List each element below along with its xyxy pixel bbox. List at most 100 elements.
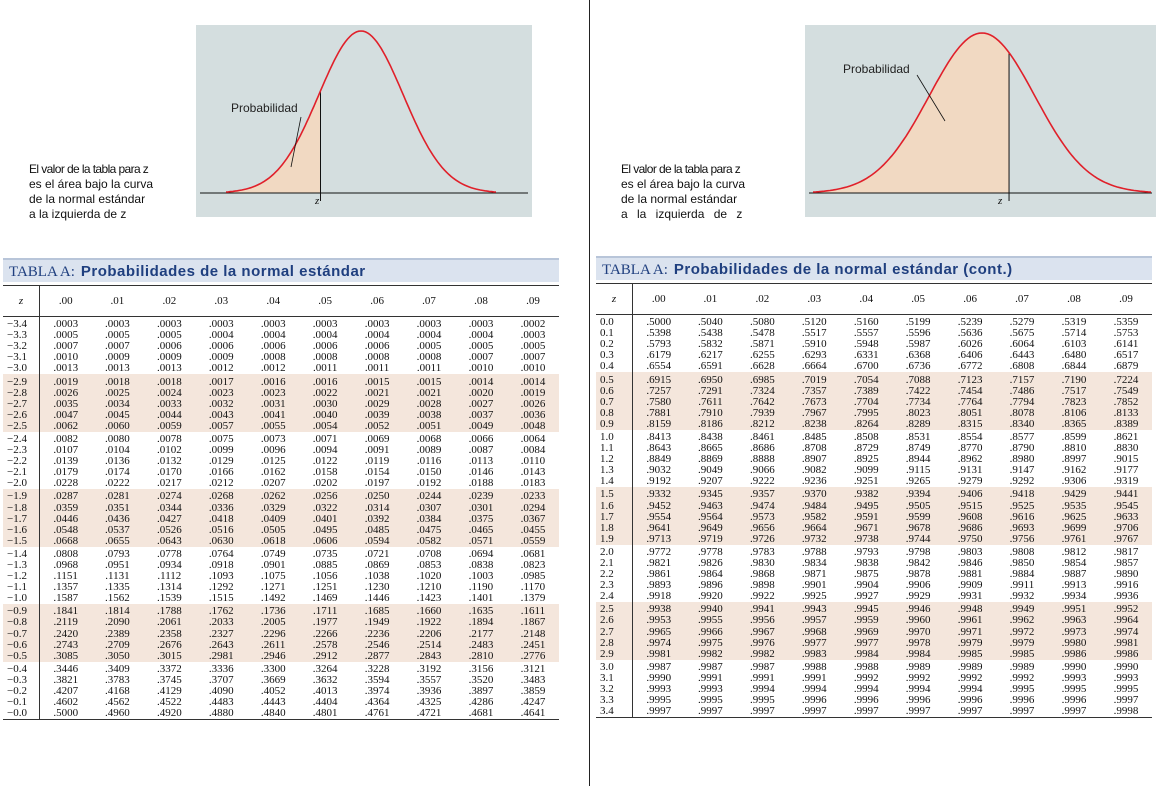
probability-cell: .1788 <box>143 604 196 618</box>
probability-cell: .7704 <box>840 396 893 408</box>
probability-cell: .0045 <box>91 409 144 421</box>
probability-cell: .0073 <box>260 432 286 445</box>
desc-line: El valor de la tabla para z <box>29 162 149 176</box>
z-value-cell: −2.4 <box>3 431 40 446</box>
probability-cell: .0256 <box>299 489 352 503</box>
probability-cell: .9996 <box>905 694 931 707</box>
desc-line: a la izquierda de z <box>29 207 127 221</box>
probability-cell: .0301 <box>455 502 507 514</box>
probability-cell: .4247 <box>520 696 546 709</box>
probability-cell: .0119 <box>364 455 390 468</box>
probability-cell: .2578 <box>299 639 352 651</box>
probability-cell: .0069 <box>364 432 390 445</box>
probability-cell: .7054 <box>840 372 893 386</box>
probability-cell: .5832 <box>698 338 723 351</box>
probability-cell: .6064 <box>1009 338 1035 351</box>
probability-cell: .0013 <box>105 362 130 375</box>
probability-cell: .6554 <box>646 360 672 373</box>
table-row: −2.1 .0179 .0174 .0170 .0166 .0162 .0158 .0154.… <box>3 467 559 479</box>
probability-cell: .6293 <box>801 349 827 362</box>
table-row: 2.5.9938.9940.9941.9943.9945.9946.9948.9… <box>596 602 1152 616</box>
probability-cell: .7486 <box>996 385 1048 397</box>
probability-cell: .0026 <box>39 387 92 399</box>
probability-cell: .2611 <box>247 639 300 651</box>
probability-cell: .0329 <box>247 502 300 514</box>
table-row: 1.4 .9192 .9207 .9222 .9236 .9251 .9265 .9279 .9… <box>596 475 1152 488</box>
z-value-cell: −2.9 <box>3 374 40 388</box>
probability-cell: .0367 <box>506 513 559 525</box>
z-value-cell: −1.5 <box>3 535 40 547</box>
probability-cell: .3446 <box>53 662 79 675</box>
probability-cell: .0594 <box>351 535 404 547</box>
probability-cell: .6406 <box>957 349 983 362</box>
probability-cell: .9222 <box>749 475 775 488</box>
z-value-cell: 0.1 <box>596 328 633 340</box>
probability-cell: .9995 <box>1061 683 1087 696</box>
probability-cell: .9495 <box>840 500 893 512</box>
z-value-cell: −1.3 <box>3 559 40 572</box>
probability-cell: .0055 <box>247 420 300 432</box>
table-row: 3.1 .9990 .9991 .9991 .9991 .9992 .9992 .9992 .9… <box>596 672 1152 684</box>
probability-cell: .9370 <box>788 487 841 501</box>
probability-cell: .0019 <box>506 387 559 399</box>
probability-cell: .8133 <box>1099 407 1152 419</box>
probability-cell: .0006 <box>364 340 390 353</box>
probability-cell: .0027 <box>455 398 507 410</box>
left-normal-curve-figure: Probabilidad z <box>196 25 532 217</box>
table-row: 0.1 .5398 .5438 .5478 .5517 .5557 .5596 .5636 .5… <box>596 328 1152 340</box>
probability-cell: .3156 <box>468 662 494 675</box>
probability-cell: .7517 <box>1048 385 1100 397</box>
probability-cell: .2389 <box>91 628 144 640</box>
probability-cell: .7642 <box>736 396 789 408</box>
probability-cell: .9808 <box>1009 545 1035 558</box>
probability-cell: .0005 <box>520 340 546 353</box>
table-row: 1.1 .8643 .8665 .8686 .8708 .8729 .8749 .8770 .8… <box>596 443 1152 455</box>
probability-cell: .1611 <box>506 604 559 618</box>
probability-cell: .9994 <box>853 683 879 696</box>
column-header: .08 <box>1048 283 1100 315</box>
z-value-cell: −1.4 <box>3 546 40 560</box>
probability-cell: .3336 <box>208 662 234 675</box>
probability-cell: .0020 <box>455 387 507 399</box>
probability-cell: .3936 <box>416 685 442 698</box>
z-value-cell: 0.3 <box>596 350 633 362</box>
probability-cell: .6141 <box>1113 338 1139 351</box>
probability-cell: .0049 <box>455 420 507 432</box>
z-value-cell: 2.2 <box>596 569 633 581</box>
probability-cell: .9994 <box>957 683 983 696</box>
z-value-cell: −3.3 <box>3 330 40 342</box>
probability-cell: .1271 <box>260 581 286 594</box>
column-header: .09 <box>506 285 559 317</box>
probability-cell: .9878 <box>905 568 931 581</box>
probability-cell: .1075 <box>260 570 286 583</box>
probability-cell: .9940 <box>684 602 737 616</box>
probability-cell: .9826 <box>698 557 723 570</box>
probability-cell: .0005 <box>468 340 494 353</box>
probability-cell: .9864 <box>698 568 723 581</box>
column-header: .06 <box>944 283 997 315</box>
probability-cell: .0853 <box>416 559 442 572</box>
desc-line: a la izquierda de z <box>621 207 743 221</box>
probability-cell: .0122 <box>312 455 338 468</box>
column-header: .00 <box>632 283 685 315</box>
table-row: 2.9.9981.9982.9982.9983.9984.9984.9985.9… <box>596 648 1152 660</box>
probability-cell: .1977 <box>299 617 352 629</box>
z-value-cell: 1.2 <box>596 454 633 466</box>
probability-cell: .9066 <box>749 464 775 477</box>
z-value-cell: 2.8 <box>596 637 633 649</box>
probability-cell: .5080 <box>749 316 775 329</box>
probability-cell: .3745 <box>156 673 182 686</box>
probability-cell: .7967 <box>788 407 841 419</box>
probability-cell: .8315 <box>944 418 997 430</box>
probability-cell: .4840 <box>247 708 300 721</box>
probability-cell: .9995 <box>646 694 672 707</box>
z-value-cell: 1.5 <box>596 487 633 501</box>
probability-cell: .8888 <box>749 453 775 466</box>
probability-cell: .0681 <box>520 547 546 560</box>
probability-cell: .0007 <box>468 351 494 364</box>
probability-cell: .9988 <box>801 660 827 673</box>
probability-cell: .9686 <box>944 522 997 534</box>
probability-cell: .6179 <box>646 349 672 362</box>
table-row: 2.6.9953.9955.9956.9957.9959.9960.9961.9… <box>596 615 1152 627</box>
probability-cell: .3409 <box>105 662 130 675</box>
